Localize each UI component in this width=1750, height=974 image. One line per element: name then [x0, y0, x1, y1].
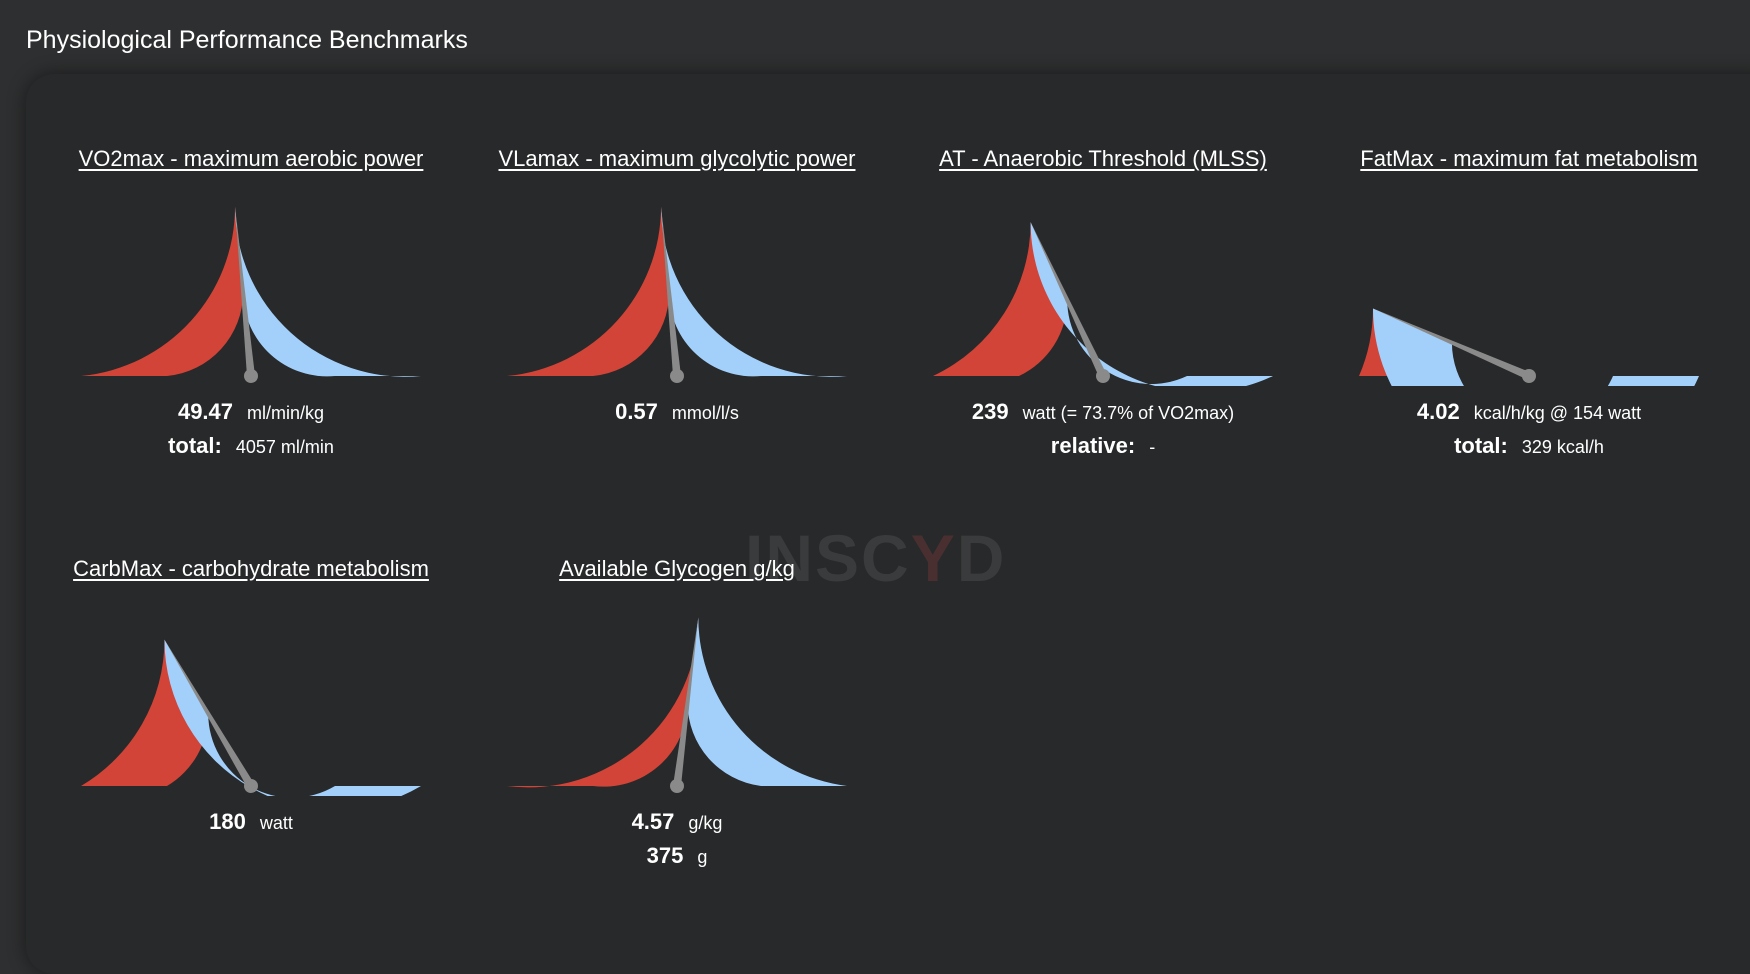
gauge-vlamax: VLamax - maximum glycolytic power 0.57 mm… — [467, 146, 887, 425]
gauge-value-line: 180 watt — [41, 810, 461, 835]
gauge-value: 4.02 — [1416, 399, 1460, 424]
watermark-text-3: D — [956, 521, 1007, 595]
gauge-needle-hub — [670, 369, 684, 383]
gauge-unit: ml/min/kg — [247, 403, 325, 423]
gauge-chart — [507, 206, 847, 383]
gauge-red-segment — [81, 206, 244, 376]
gauge-title-link[interactable]: VLamax - maximum glycolytic power — [498, 146, 856, 171]
gauge-title-link[interactable]: CarbMax - carbohydrate metabolism — [73, 556, 429, 581]
gauge-chart — [1359, 308, 1699, 386]
gauge-needle-hub — [244, 779, 258, 793]
gauge-value-line: 49.47 ml/min/kg — [41, 400, 461, 425]
gauge-value: 0.57 — [615, 399, 658, 424]
page-title: Physiological Performance Benchmarks — [26, 26, 468, 54]
gauge-chart — [81, 639, 421, 796]
gauge-needle-hub — [1096, 369, 1110, 383]
gauge-total-line: total: 4057 ml/min — [41, 434, 461, 459]
gauge-total-label: total: — [1454, 433, 1508, 458]
benchmarks-panel — [26, 74, 1750, 974]
gauge-total-value: 375 — [646, 843, 684, 868]
gauge-unit: watt — [259, 813, 293, 833]
gauge-unit: g/kg — [688, 813, 723, 833]
gauge-total-unit: g — [697, 847, 708, 867]
gauge-needle-hub — [1522, 369, 1536, 383]
gauge-value-line: 4.02 kcal/h/kg @ 154 watt — [1319, 400, 1739, 425]
gauge-fatmax: FatMax - maximum fat metabolism 4.02 kcal… — [1319, 146, 1739, 459]
gauge-total-line: total: 329 kcal/h — [1319, 434, 1739, 459]
gauge-title-link[interactable]: VO2max - maximum aerobic power — [78, 146, 424, 171]
gauge-available-glycogen: Available Glycogen g/kg 4.57 g/kg 375 g — [467, 556, 887, 869]
watermark-text-2: Y — [910, 521, 957, 595]
gauge-unit: watt (= 73.7% of VO2max) — [1022, 403, 1235, 423]
gauge-value: 180 — [209, 809, 246, 834]
gauge-total-line: 375 g — [467, 844, 887, 869]
gauge-red-segment — [507, 206, 670, 376]
gauge-anaerobic-threshold: AT - Anaerobic Threshold (MLSS) 239 watt … — [893, 146, 1313, 459]
watermark-text-1: INSC — [745, 521, 911, 595]
gauge-blue-segment — [661, 206, 847, 377]
gauge-red-segment — [507, 617, 699, 788]
gauge-needle-hub — [244, 369, 258, 383]
gauge-vo2max: VO2max - maximum aerobic power 49.47 ml/m… — [41, 146, 461, 459]
gauge-unit: kcal/h/kg @ 154 watt — [1473, 403, 1642, 423]
gauge-carbmax: CarbMax - carbohydrate metabolism 180 wat… — [41, 556, 461, 835]
gauge-value: 239 — [971, 399, 1009, 424]
gauge-needle — [661, 208, 681, 377]
gauge-blue-segment — [687, 617, 847, 786]
gauge-total-value: 329 kcal/h — [1521, 437, 1604, 457]
gauge-relative-value: - — [1149, 437, 1156, 457]
gauge-blue-segment — [1372, 308, 1699, 386]
gauge-needle — [673, 619, 699, 787]
gauge-needle — [1374, 309, 1531, 380]
gauge-red-segment — [933, 222, 1068, 376]
inscyd-watermark: INSCYD — [745, 520, 1006, 596]
gauge-needle — [235, 208, 255, 377]
gauge-unit: mmol/l/s — [671, 403, 739, 423]
gauge-chart — [81, 206, 421, 383]
gauge-relative-label: relative: — [1050, 433, 1136, 458]
gauge-value: 49.47 — [177, 399, 234, 424]
gauge-needle-hub — [670, 779, 684, 793]
gauge-chart — [933, 222, 1273, 386]
gauge-total-value: 4057 ml/min — [235, 437, 334, 457]
gauge-needle — [165, 641, 255, 789]
gauge-value-line: 0.57 mmol/l/s — [467, 400, 887, 425]
gauge-title-link[interactable]: FatMax - maximum fat metabolism — [1360, 146, 1698, 171]
gauge-blue-segment — [164, 639, 421, 796]
gauge-needle — [1031, 223, 1107, 378]
gauge-relative-line: relative: - — [893, 434, 1313, 459]
gauge-value-line: 239 watt (= 73.7% of VO2max) — [893, 400, 1313, 425]
gauge-value-line: 4.57 g/kg — [467, 810, 887, 835]
gauge-total-label: total: — [168, 433, 222, 458]
gauge-title-link[interactable]: AT - Anaerobic Threshold (MLSS) — [939, 146, 1267, 171]
gauge-blue-segment — [235, 206, 421, 377]
gauge-value: 4.57 — [631, 809, 675, 834]
gauge-chart — [507, 617, 847, 793]
gauge-title-link[interactable]: Available Glycogen g/kg — [559, 556, 795, 581]
